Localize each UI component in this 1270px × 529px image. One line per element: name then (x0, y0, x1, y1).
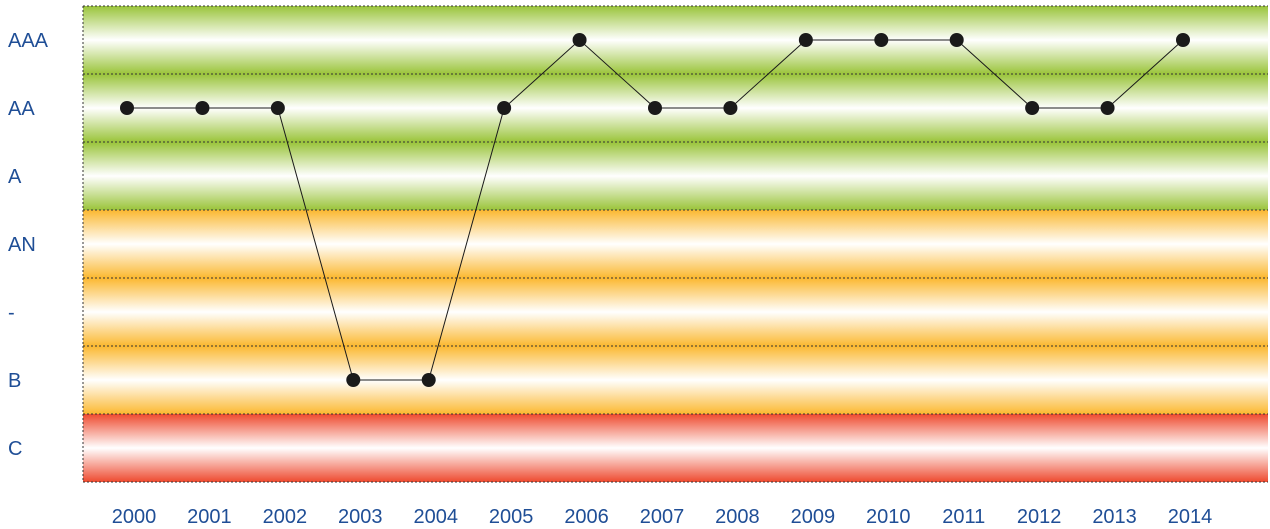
x-tick-label: 2014 (1168, 506, 1213, 528)
data-point (1100, 101, 1115, 115)
x-tick-label: 2011 (942, 506, 985, 528)
x-tick-label: 2008 (715, 506, 760, 528)
x-tick-label: 2013 (1092, 506, 1137, 528)
band-a (83, 142, 1268, 210)
data-point (497, 101, 512, 115)
x-tick-label: 2001 (187, 506, 232, 528)
band-dash (83, 278, 1268, 346)
x-tick-label: 2000 (112, 506, 157, 528)
x-tick-label: 2010 (866, 506, 911, 528)
data-point (874, 33, 889, 47)
y-tick-label: B (8, 370, 21, 392)
data-point (346, 373, 361, 387)
data-point (572, 33, 587, 47)
band-aaa (83, 6, 1268, 74)
data-point (1025, 101, 1040, 115)
gridlines (82, 5, 1268, 483)
x-tick-label: 2005 (489, 506, 534, 528)
data-point (949, 33, 964, 47)
data-point (1176, 33, 1190, 47)
x-tick-label: 2003 (338, 506, 383, 528)
y-tick-label: AA (8, 98, 35, 120)
y-tick-label: - (8, 302, 15, 324)
y-tick-label: AN (8, 234, 36, 256)
x-tick-label: 2006 (564, 506, 609, 528)
rating-bands (83, 6, 1268, 482)
y-tick-label: AAA (8, 30, 49, 52)
x-tick-label: 2009 (791, 506, 836, 528)
band-c (83, 414, 1268, 482)
data-point (195, 101, 210, 115)
band-an (83, 210, 1268, 278)
x-tick-label: 2012 (1017, 506, 1062, 528)
data-point (723, 101, 738, 115)
data-point (270, 101, 285, 115)
data-point (120, 101, 134, 115)
data-point (421, 373, 436, 387)
y-tick-label: C (8, 438, 22, 460)
band-b (83, 346, 1268, 414)
y-tick-label: A (8, 166, 22, 188)
x-tick-label: 2007 (640, 506, 685, 528)
series-layer (120, 33, 1190, 387)
x-axis-ticks: 2000 2001 2002 2003 2004 2005 2006 2007 2008 2009… (112, 506, 1213, 528)
data-point (798, 33, 813, 47)
data-point (648, 101, 662, 115)
x-tick-label: 2002 (263, 506, 308, 528)
x-tick-label: 2004 (413, 506, 458, 528)
